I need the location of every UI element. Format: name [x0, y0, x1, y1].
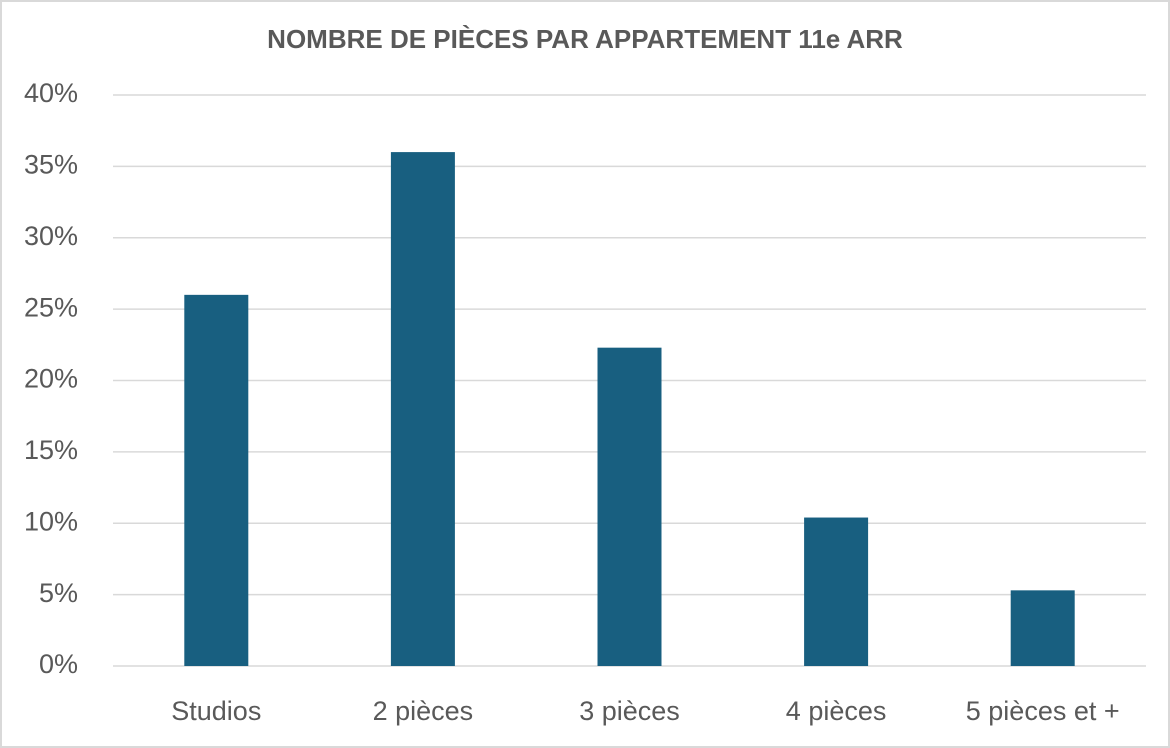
- y-tick-label: 35%: [24, 150, 78, 180]
- x-tick-label: 4 pièces: [786, 696, 887, 726]
- bar: [597, 347, 662, 666]
- chart-title: NOMBRE DE PIÈCES PAR APPARTEMENT 11e ARR: [267, 24, 903, 54]
- y-tick-label: 10%: [24, 506, 78, 536]
- y-tick-label: 20%: [24, 364, 78, 394]
- y-tick-label: 30%: [24, 221, 78, 251]
- bar: [184, 294, 249, 666]
- y-tick-label: 0%: [39, 649, 78, 679]
- bar: [804, 517, 869, 666]
- x-tick-label: 2 pièces: [373, 696, 474, 726]
- y-tick-label: 5%: [39, 578, 78, 608]
- y-tick-label: 40%: [24, 78, 78, 108]
- x-tick-label: 5 pièces et +: [966, 696, 1120, 726]
- bar: [390, 152, 455, 667]
- y-tick-label: 25%: [24, 292, 78, 322]
- x-tick-label: 3 pièces: [579, 696, 680, 726]
- x-tick-label: Studios: [171, 696, 261, 726]
- bar: [1010, 590, 1075, 666]
- y-tick-label: 15%: [24, 435, 78, 465]
